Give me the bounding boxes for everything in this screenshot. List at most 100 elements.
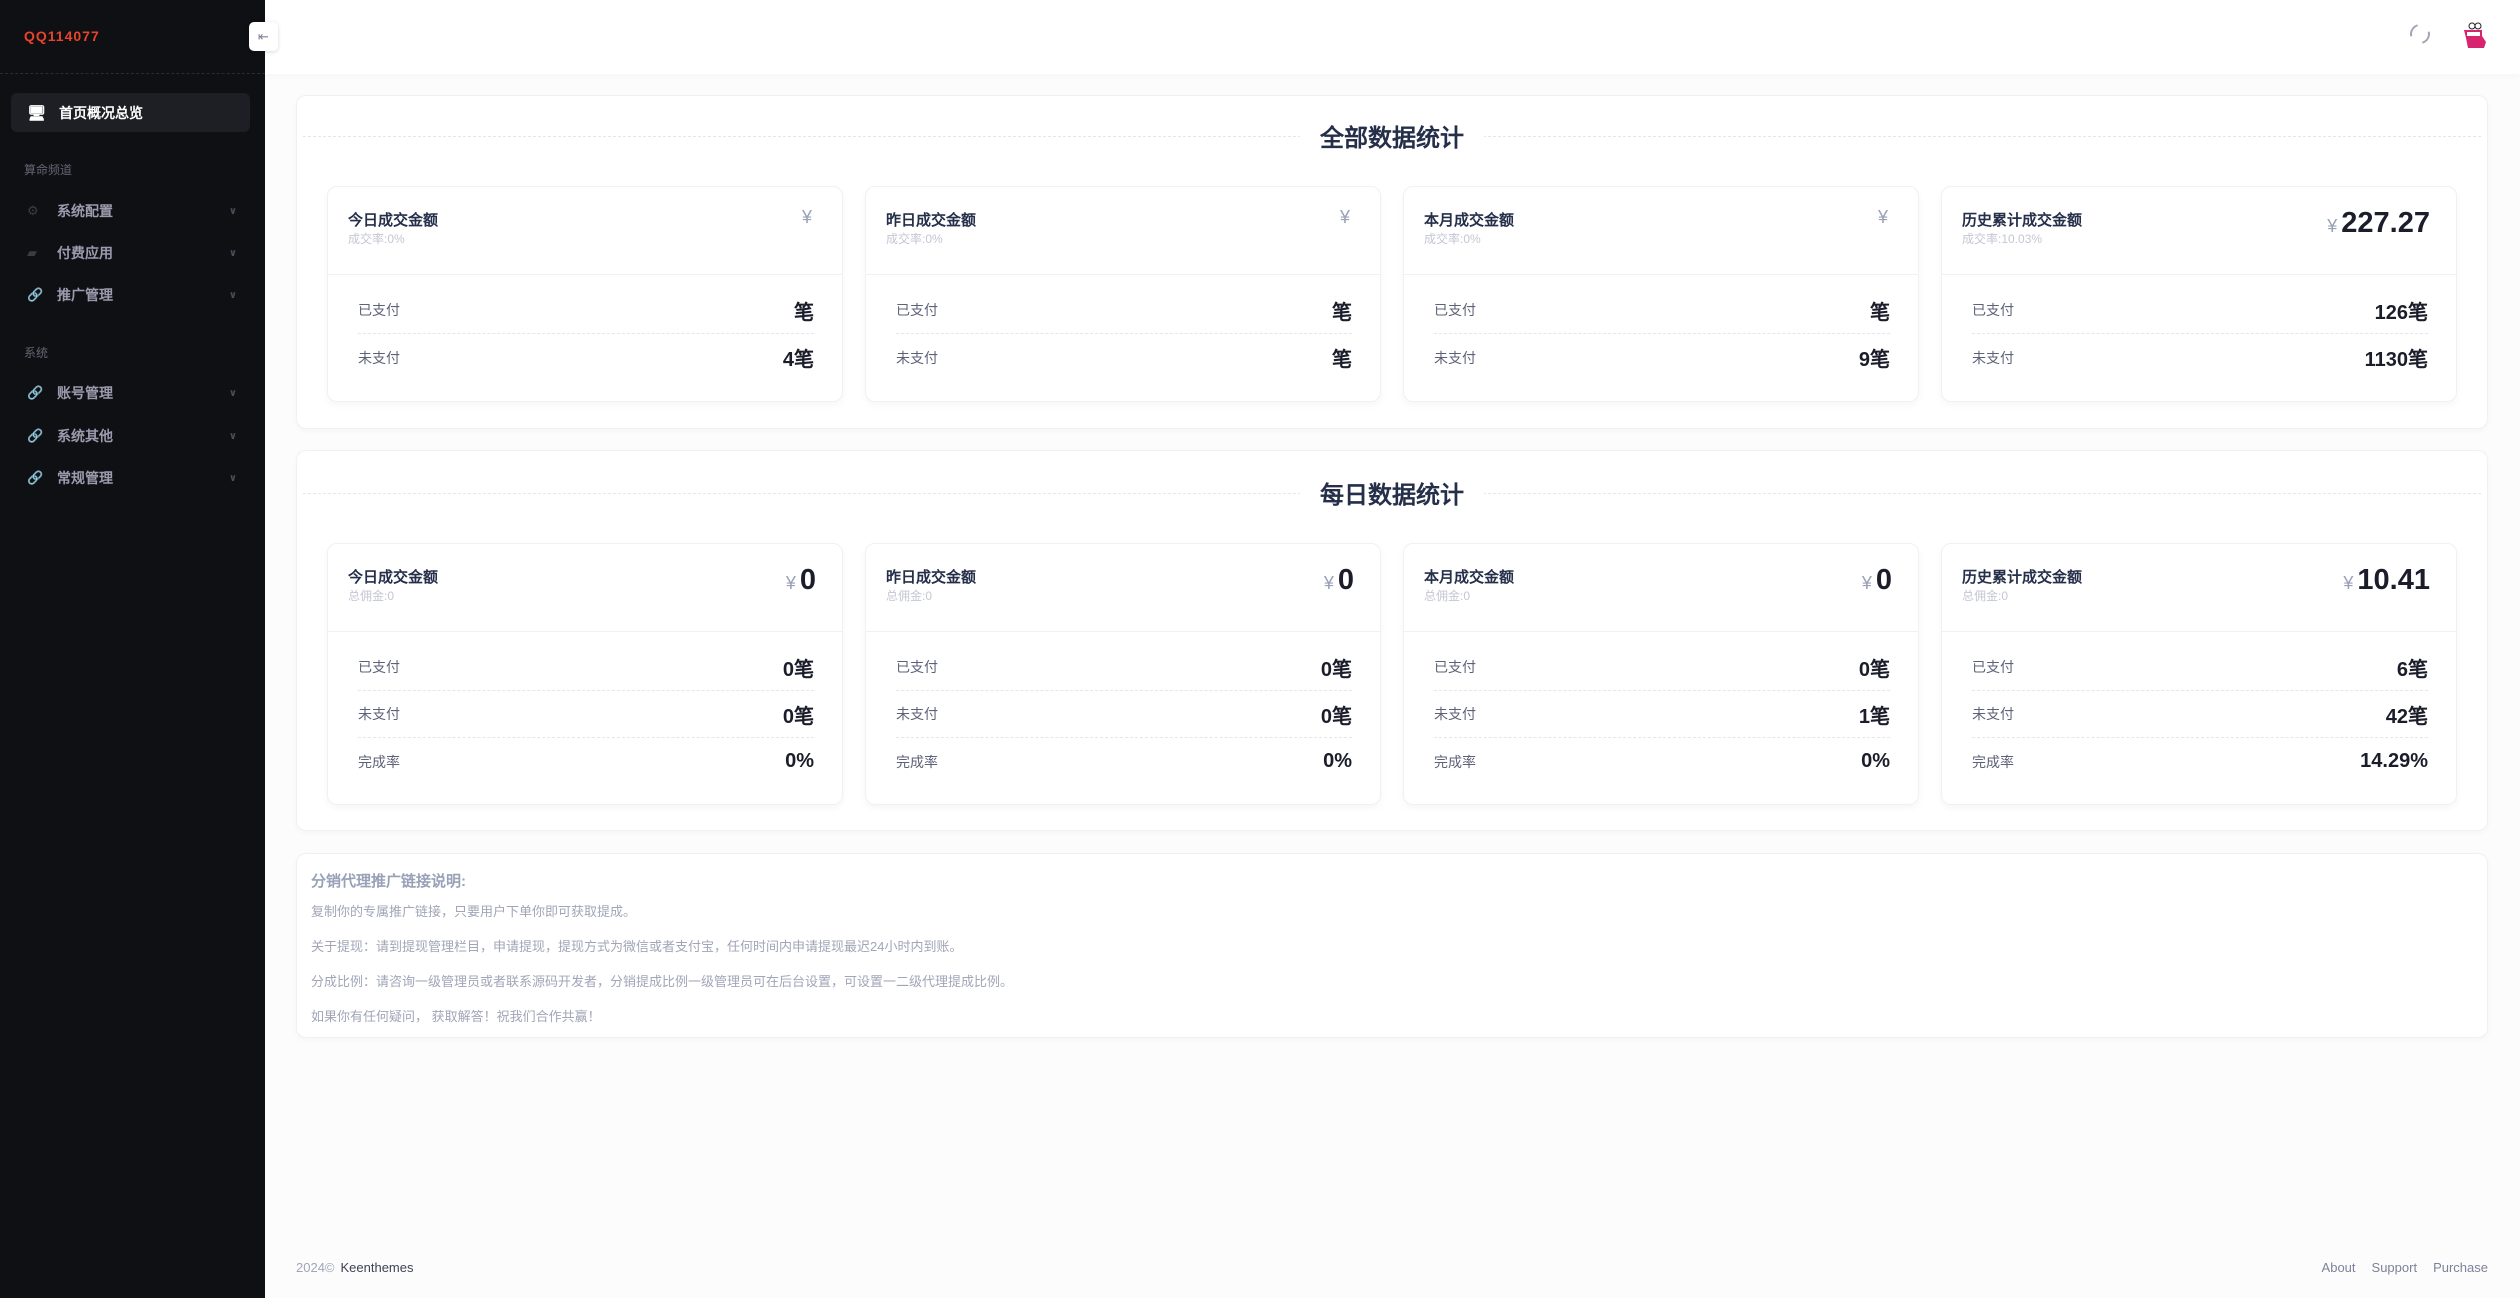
stat-value: 9笔 — [1858, 349, 1890, 371]
chevron-down-icon: ∨ — [228, 430, 237, 442]
footer: 2024© Keenthemes About Support Purchase — [296, 1260, 2488, 1275]
currency-symbol: ¥ — [1323, 573, 1334, 593]
stat-value: 1130笔 — [2364, 349, 2428, 371]
card-subtitle: 成交率:0% — [1424, 232, 1481, 246]
stat-value: 0笔 — [1320, 705, 1352, 728]
card-rows: 已支付 笔未支付 9笔 — [1404, 275, 1918, 381]
arrow-left-icon: ⇤ — [258, 28, 269, 44]
chevron-down-icon: ∨ — [228, 472, 237, 484]
footer-link-purchase[interactable]: Purchase — [2433, 1260, 2488, 1275]
card-subtitle: 总佣金:0 — [1424, 589, 1471, 603]
stat-value: 0笔 — [782, 658, 814, 681]
card-amount: ¥ — [1878, 207, 1892, 228]
stat-row: 已支付 笔 — [1434, 287, 1890, 334]
card-header: 本月成交金额 成交率:0% ¥ — [1404, 187, 1918, 275]
nav-item-system-other[interactable]: 🔗 系统其他 ∨ — [27, 421, 237, 451]
stat-label: 未支付 — [896, 349, 938, 366]
notes-line: 关于提现：请到提现管理栏目，申请提现，提现方式为微信或者支付宝，任何时间内申请提… — [311, 939, 963, 954]
stat-row: 已支付 0笔 — [896, 644, 1352, 691]
stat-card: 历史累计成交金额 总佣金:0 ¥10.41 已支付 6笔 未支付 42笔 完成率 14.29% — [1941, 543, 2457, 805]
stat-row: 未支付 9笔 — [1434, 334, 1890, 381]
stat-row: 未支付 0笔 — [896, 691, 1352, 738]
stat-row: 完成率 0% — [896, 738, 1352, 785]
refresh-icon[interactable] — [2406, 20, 2434, 48]
stat-card: 今日成交金额 成交率:0% ¥ 已支付 笔未支付 4笔 — [327, 186, 843, 402]
section-title: 每日数据统计 — [303, 475, 2481, 510]
stat-label: 完成率 — [358, 753, 400, 770]
nav-label: 推广管理 — [57, 287, 113, 303]
stat-row: 完成率 0% — [358, 738, 814, 785]
card-subtitle: 成交率:10.03% — [1962, 232, 2043, 246]
section-label: 算命频道 — [24, 163, 73, 177]
stat-label: 未支付 — [1972, 706, 2014, 722]
nav-item-general[interactable]: 🔗 常规管理 ∨ — [27, 463, 237, 493]
card-rows: 已支付 0笔 未支付 1笔 完成率 0% — [1404, 632, 1918, 785]
card-rows: 已支付 笔未支付 4笔 — [328, 275, 842, 381]
currency-symbol: ¥ — [1877, 207, 1888, 227]
card-title: 昨日成交金额 — [886, 212, 977, 229]
nav-item-dashboard[interactable]: 🖥 首页概况总览 — [11, 93, 250, 132]
card-title: 历史累计成交金额 — [1962, 569, 2083, 586]
stat-row: 未支付 0笔 — [358, 691, 814, 738]
link-icon: 🔗 — [27, 428, 44, 443]
brand-link[interactable]: Keenthemes — [340, 1260, 414, 1275]
card-header: 历史累计成交金额 总佣金:0 ¥10.41 — [1942, 544, 2456, 632]
monitor-icon: 🖥 — [27, 104, 47, 122]
notes-line: 复制你的专属推广链接，只要用户下单你即可获取提成。 — [311, 904, 637, 919]
stat-card: 昨日成交金额 总佣金:0 ¥0 已支付 0笔 未支付 0笔 完成率 0% — [865, 543, 1381, 805]
logo[interactable]: QQ114077 — [24, 28, 100, 44]
amount-value: 0 — [799, 564, 816, 596]
avatar[interactable] — [2462, 22, 2488, 50]
currency-symbol: ¥ — [801, 207, 812, 227]
nav-label: 账号管理 — [57, 385, 113, 401]
stat-label: 完成率 — [896, 753, 938, 770]
chevron-down-icon: ∨ — [228, 387, 237, 399]
card-header: 历史累计成交金额 成交率:10.03% ¥227.27 — [1942, 187, 2456, 275]
stat-label: 已支付 — [1972, 302, 2014, 318]
sidebar-collapse-button[interactable]: ⇤ — [249, 22, 278, 51]
card-subtitle: 总佣金:0 — [348, 589, 395, 603]
notes-line: 分成比例：请咨询一级管理员或者联系源码开发者，分销提成比例一级管理员可在后台设置… — [311, 974, 1014, 989]
nav-label: 常规管理 — [57, 470, 113, 486]
header — [265, 0, 2520, 74]
stat-value: 0笔 — [782, 705, 814, 728]
stat-label: 已支付 — [1972, 659, 2014, 675]
stat-row: 完成率 0% — [1434, 738, 1890, 785]
stat-card: 历史累计成交金额 成交率:10.03% ¥227.27 已支付 126笔 未支付 1130笔 — [1941, 186, 2457, 402]
card-rows: 已支付笔未支付笔 — [866, 275, 1380, 381]
card-header: 昨日成交金额 成交率:0% ¥ — [866, 187, 1380, 275]
stat-row: 未支付 4笔 — [358, 334, 814, 381]
stat-value: 笔 — [1332, 301, 1352, 324]
stat-value: 4笔 — [782, 349, 814, 371]
stat-card: 今日成交金额 总佣金:0 ¥0 已支付 0笔 未支付 0笔 完成率 0% — [327, 543, 843, 805]
nav-item-promotion[interactable]: 🔗 推广管理 ∨ — [27, 280, 237, 310]
currency-symbol: ¥ — [1861, 573, 1872, 593]
card-amount: ¥0 — [786, 564, 816, 597]
nav-item-system-config[interactable]: ⚙ 系统配置 ∨ — [27, 196, 237, 226]
stat-value: 0笔 — [1320, 658, 1352, 681]
divider — [0, 73, 265, 74]
section-title: 全部数据统计 — [303, 118, 2481, 153]
card-subtitle: 总佣金:0 — [886, 589, 933, 603]
card-amount: ¥ — [802, 207, 816, 228]
card-title: 本月成交金额 — [1424, 212, 1515, 229]
nav-item-accounts[interactable]: 🔗 账号管理 ∨ — [27, 378, 237, 408]
stat-label: 已支付 — [896, 659, 938, 675]
footer-link-about[interactable]: About — [2321, 1260, 2356, 1275]
stat-row: 未支付 笔 — [896, 334, 1352, 381]
notes-title: 分销代理推广链接说明: — [311, 873, 466, 890]
nav-item-paid-apps[interactable]: ▰ 付费应用 ∨ — [27, 238, 237, 268]
card-rows: 已支付 126笔 未支付 1130笔 — [1942, 275, 2456, 381]
currency-symbol: ¥ — [2327, 216, 2338, 236]
notes-panel: 分销代理推广链接说明: 复制你的专属推广链接，只要用户下单你即可获取提成。 关于… — [296, 853, 2488, 1038]
card-rows: 已支付 6笔 未支付 42笔 完成率 14.29% — [1942, 632, 2456, 785]
stat-label: 未支付 — [1434, 349, 1476, 366]
nav-label: 首页概况总览 — [59, 104, 143, 121]
overall-cards: 今日成交金额 成交率:0% ¥ 已支付笔未支付 4笔 昨日成交金额 成交率:0% ¥ 已支付笔未… — [327, 186, 2457, 402]
card-header: 昨日成交金额 总佣金:0 ¥0 — [866, 544, 1380, 632]
nav-label: 付费应用 — [57, 245, 113, 261]
footer-link-support[interactable]: Support — [2371, 1260, 2418, 1275]
card-title: 历史累计成交金额 — [1962, 212, 2083, 229]
chevron-down-icon: ∨ — [228, 247, 237, 259]
nav-label: 系统配置 — [57, 203, 113, 219]
